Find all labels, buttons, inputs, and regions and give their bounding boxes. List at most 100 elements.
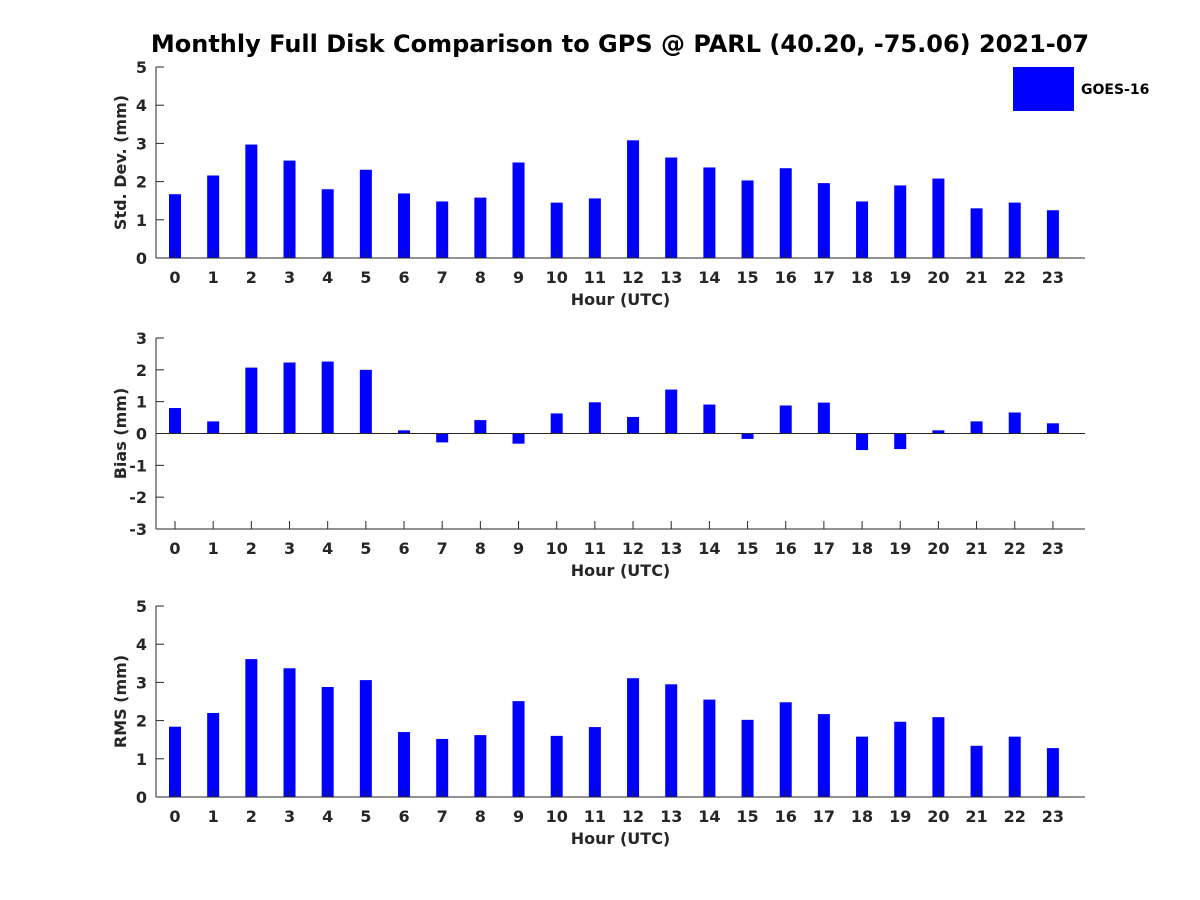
std-dev-bar-6 (398, 193, 411, 258)
std-dev-bar-4 (321, 189, 334, 258)
rms-ytick-label: 3 (136, 673, 147, 692)
bias-ytick-label: -1 (129, 456, 147, 475)
bias-xtick-label: 13 (660, 539, 682, 558)
bias-bar-19 (894, 433, 907, 450)
std-dev-bar-1 (207, 175, 220, 258)
rms-xtick-label: 22 (1004, 807, 1026, 826)
rms-xtick-label: 0 (169, 807, 180, 826)
bias-xtick-label: 4 (322, 539, 333, 558)
bias-bar-20 (932, 430, 945, 434)
bias-xtick-label: 16 (775, 539, 797, 558)
rms-xtick-label: 11 (584, 807, 606, 826)
rms-bar-7 (436, 738, 449, 797)
std-dev-xtick-label: 12 (622, 268, 644, 287)
rms-bar-18 (856, 736, 869, 797)
bias-xtick-label: 19 (889, 539, 911, 558)
bias-xtick-label: 23 (1042, 539, 1064, 558)
bias-xtick-label: 15 (736, 539, 758, 558)
std-dev-xtick-label: 23 (1042, 268, 1064, 287)
std-dev-xtick-label: 9 (513, 268, 524, 287)
bias-bar-21 (970, 421, 983, 434)
bias-bar-2 (245, 367, 258, 434)
std-dev-bar-18 (856, 201, 869, 258)
bias-bar-4 (321, 361, 334, 434)
std-dev-bar-3 (283, 160, 296, 258)
bias-xtick-label: 20 (927, 539, 949, 558)
bias-xtick-label: 1 (208, 539, 219, 558)
rms-xtick-label: 7 (437, 807, 448, 826)
std-dev-bar-2 (245, 144, 258, 258)
std-dev-xtick-label: 4 (322, 268, 333, 287)
rms-bar-12 (627, 678, 640, 797)
rms-xtick-label: 9 (513, 807, 524, 826)
std-dev-xtick-label: 19 (889, 268, 911, 287)
rms-xtick-label: 21 (965, 807, 987, 826)
rms-ytick-label: 4 (136, 635, 147, 654)
std-dev-ytick-label: 2 (136, 173, 147, 192)
std-dev-bar-21 (970, 208, 983, 258)
rms-bar-9 (512, 701, 525, 797)
rms-bar-20 (932, 717, 945, 797)
rms-xtick-label: 19 (889, 807, 911, 826)
rms-bar-17 (817, 714, 830, 797)
rms-xtick-label: 4 (322, 807, 333, 826)
rms-xtick-label: 13 (660, 807, 682, 826)
rms-xtick-label: 8 (475, 807, 486, 826)
rms-bar-21 (970, 745, 983, 797)
rms-xtick-label: 12 (622, 807, 644, 826)
bias-ytick-label: -3 (129, 520, 147, 539)
std-dev-bar-22 (1008, 202, 1021, 258)
bias-bar-16 (779, 405, 792, 434)
rms-bar-1 (207, 712, 220, 797)
std-dev-bar-0 (169, 194, 181, 258)
bias-bar-11 (588, 402, 601, 434)
std-dev-xtick-label: 0 (169, 268, 180, 287)
rms-xtick-label: 18 (851, 807, 873, 826)
rms-bar-2 (245, 659, 258, 797)
std-dev-bar-17 (817, 183, 830, 258)
std-dev-xtick-label: 16 (775, 268, 797, 287)
bias-ytick-label: 3 (136, 329, 147, 348)
rms-bar-14 (703, 699, 716, 797)
std-dev-bar-14 (703, 167, 716, 258)
rms-bar-11 (588, 727, 601, 797)
std-dev-xtick-label: 20 (927, 268, 949, 287)
std-dev-ytick-label: 4 (136, 96, 147, 115)
legend-swatch (1013, 67, 1074, 111)
std-dev-xtick-label: 22 (1004, 268, 1026, 287)
rms-xtick-label: 23 (1042, 807, 1064, 826)
bias-bar-9 (512, 433, 525, 444)
bias-bar-6 (398, 430, 411, 434)
std-dev-xtick-label: 17 (813, 268, 835, 287)
rms-bar-22 (1008, 736, 1021, 797)
bias-ytick-label: 0 (136, 425, 147, 444)
bias-xtick-label: 14 (698, 539, 720, 558)
rms-xtick-label: 14 (698, 807, 720, 826)
std-dev-bar-10 (550, 202, 563, 258)
rms-ytick-label: 0 (136, 788, 147, 807)
std-dev-xtick-label: 2 (246, 268, 257, 287)
std-dev-bar-8 (474, 197, 487, 258)
std-dev-ylabel: Std. Dev. (mm) (111, 95, 130, 230)
rms-bar-6 (398, 732, 411, 797)
bias-ytick-label: 2 (136, 361, 147, 380)
bias-bar-1 (207, 421, 220, 434)
std-dev-xtick-label: 14 (698, 268, 720, 287)
bias-bar-7 (436, 433, 449, 443)
rms-xtick-label: 20 (927, 807, 949, 826)
bias-bar-15 (741, 433, 754, 439)
rms-bar-16 (779, 702, 792, 797)
bias-xtick-label: 8 (475, 539, 486, 558)
bias-bar-14 (703, 404, 716, 434)
std-dev-xtick-label: 8 (475, 268, 486, 287)
std-dev-xtick-label: 10 (546, 268, 568, 287)
std-dev-xtick-label: 21 (965, 268, 987, 287)
std-dev-bar-5 (359, 169, 372, 258)
rms-bar-13 (665, 684, 678, 797)
std-dev-ytick-label: 0 (136, 249, 147, 268)
legend-label: GOES-16 (1081, 82, 1149, 98)
std-dev-xlabel: Hour (UTC) (571, 290, 671, 309)
bias-bar-18 (856, 433, 869, 451)
bias-xtick-label: 10 (546, 539, 568, 558)
